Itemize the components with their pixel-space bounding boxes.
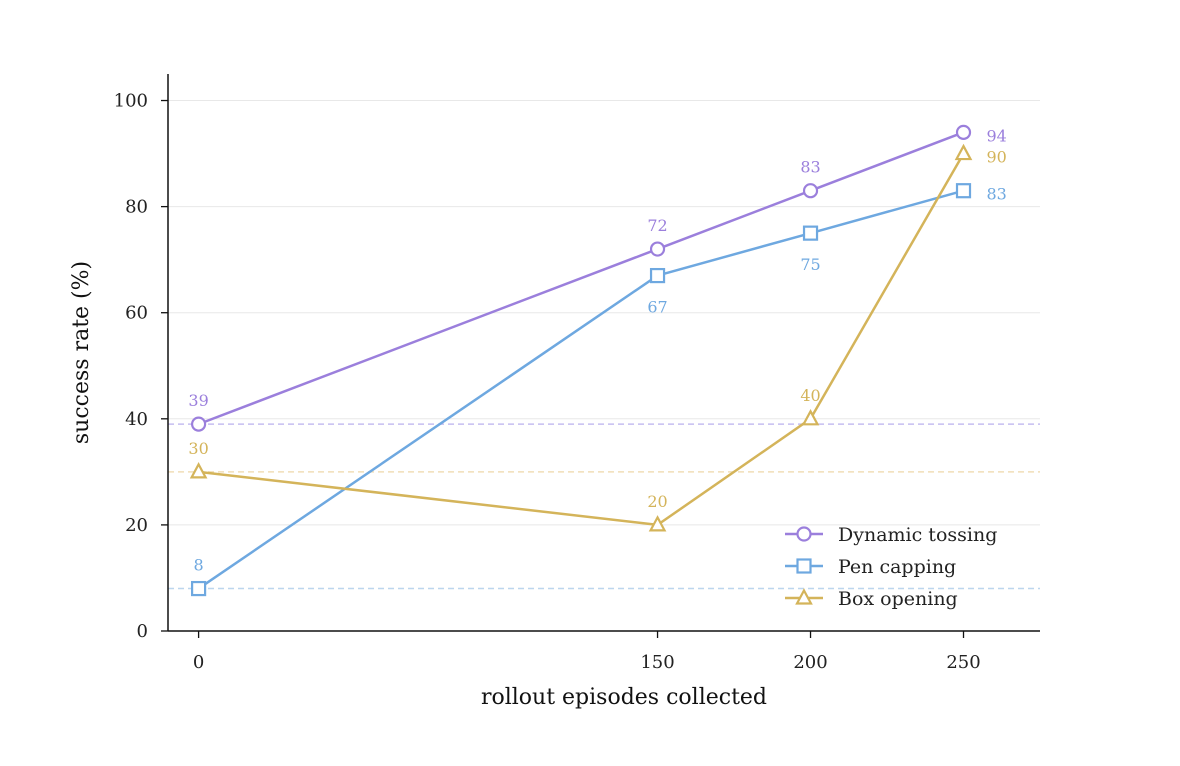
- legend-item-pen-capping: Pen capping: [785, 556, 956, 578]
- data-label-pen-capping: 8: [194, 556, 204, 575]
- axes: [167, 74, 1040, 632]
- x-tick-label: 150: [640, 652, 674, 673]
- point-dynamic-tossing: [955, 124, 972, 140]
- point-dynamic-tossing: [190, 416, 207, 432]
- baseline-lines: [168, 423, 1040, 590]
- point-box-opening: [648, 515, 667, 532]
- ticks: 0 20 40 60 80 100 0 150 200 250: [114, 91, 981, 673]
- legend-label: Box opening: [838, 588, 958, 610]
- y-axis-title: success rate (%): [69, 261, 94, 444]
- point-box-opening: [954, 143, 973, 161]
- data-label-box-opening: 30: [188, 439, 208, 458]
- series-line-box-opening: [198, 152, 965, 527]
- series-line-pen-capping: [197, 189, 964, 590]
- x-tick-label: 250: [946, 652, 980, 673]
- point-dynamic-tossing: [802, 183, 819, 199]
- data-label-pen-capping: 75: [800, 255, 820, 274]
- x-axis-title: rollout episodes collected: [481, 685, 767, 710]
- y-tick-label: 80: [125, 197, 148, 218]
- legend-label: Pen capping: [838, 556, 956, 578]
- point-pen-capping: [802, 225, 819, 241]
- y-tick-label: 40: [125, 409, 148, 430]
- point-box-opening: [801, 408, 820, 426]
- y-tick-label: 60: [125, 303, 148, 324]
- data-labels: 39 72 83 94 8 67 75 83 30 20 40 90: [188, 126, 1006, 574]
- legend-item-dynamic-tossing: Dynamic tossing: [785, 524, 997, 546]
- y-tick-label: 20: [125, 515, 148, 536]
- legend-label: Dynamic tossing: [838, 524, 997, 546]
- legend-marker: [795, 588, 813, 605]
- y-tick-label: 0: [137, 621, 148, 642]
- point-dynamic-tossing: [649, 241, 666, 257]
- series-line-dynamic-tossing: [198, 131, 964, 426]
- data-label-box-opening: 20: [647, 492, 667, 511]
- data-label-pen-capping: 67: [647, 298, 667, 317]
- legend-marker: [796, 558, 812, 574]
- data-label-dynamic-tossing: 72: [647, 216, 667, 235]
- legend-marker: [796, 526, 812, 542]
- data-label-dynamic-tossing: 39: [188, 391, 208, 410]
- data-label-box-opening: 90: [987, 148, 1007, 167]
- x-tick-label: 0: [193, 652, 204, 673]
- x-tick-label: 200: [793, 652, 827, 673]
- data-label-box-opening: 40: [800, 386, 820, 405]
- point-pen-capping: [190, 580, 207, 597]
- data-label-dynamic-tossing: 83: [800, 158, 820, 177]
- data-label-dynamic-tossing: 94: [987, 126, 1007, 145]
- data-label-pen-capping: 83: [987, 185, 1007, 204]
- point-pen-capping: [649, 267, 666, 284]
- point-pen-capping: [955, 183, 972, 199]
- series-markers: [189, 124, 973, 597]
- point-box-opening: [189, 462, 208, 479]
- series-lines: [197, 131, 965, 590]
- y-tick-label: 100: [114, 91, 148, 112]
- legend-item-box-opening: Box opening: [785, 588, 958, 610]
- legend: Dynamic tossing Pen capping Box opening: [785, 524, 997, 610]
